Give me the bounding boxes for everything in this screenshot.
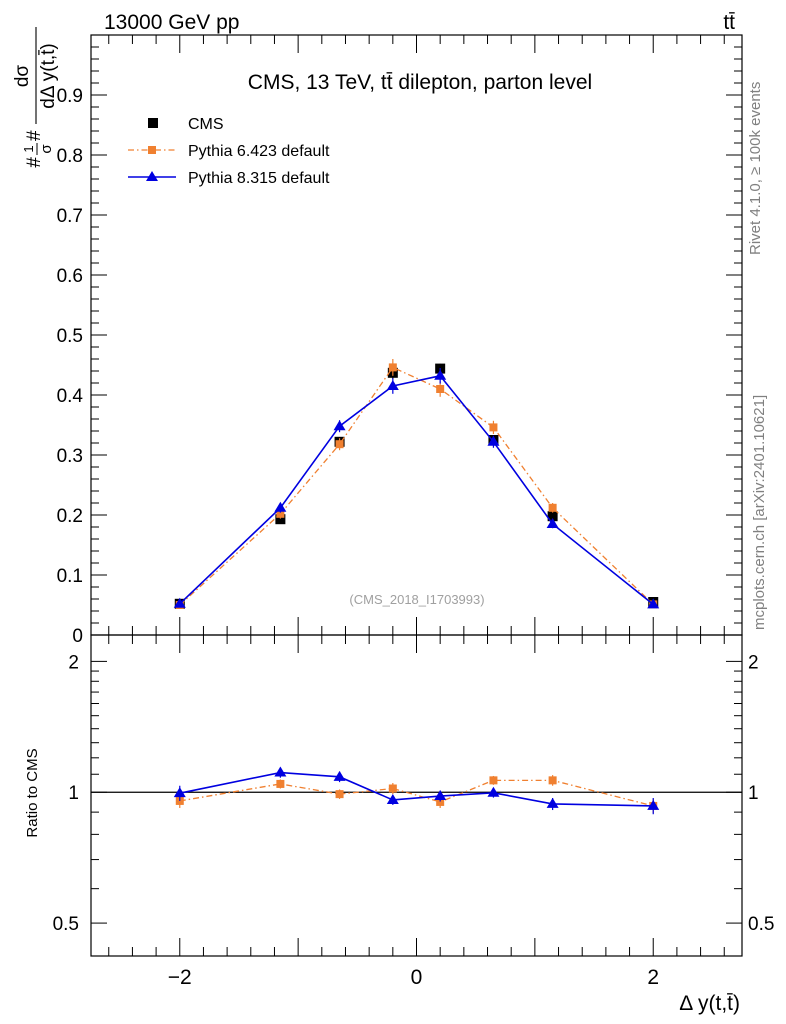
legend-cms-marker <box>148 118 158 128</box>
ratio-y-axis-label: Ratio to CMS <box>24 748 41 837</box>
chart-title: CMS, 13 TeV, tt̄ dilepton, parton level <box>248 71 592 94</box>
rivet-version-label: Rivet 4.1.0, ≥ 100k events <box>747 82 764 255</box>
x-tick-label: −2 <box>168 966 192 989</box>
main-pythia6-line <box>179 366 654 606</box>
ratio-pythia6-point <box>276 779 285 788</box>
legend-pythia6-label: Pythia 6.423 default <box>188 143 330 160</box>
x-axis-label: Δ y(t,t̄) <box>679 992 740 1015</box>
main-pythia8-point <box>434 369 447 380</box>
ratio-pythia8-line <box>179 771 654 807</box>
main-y-tick-label: 0.6 <box>57 266 83 287</box>
legend-cms-label: CMS <box>188 116 224 133</box>
main-pythia8-point <box>173 597 186 608</box>
ratio-pythia8-point <box>386 793 399 804</box>
ratio-data-series <box>173 766 660 815</box>
x-tick-label: 2 <box>647 966 659 989</box>
main-y-tick-label: 0.2 <box>57 506 83 527</box>
main-pythia6-point <box>436 385 445 393</box>
main-y-tick-label: 0 <box>72 626 83 647</box>
ratio-pythia6-point <box>436 797 445 806</box>
ratio-pythia8-point <box>487 786 500 797</box>
main-y-tick-label: 0.4 <box>57 386 84 407</box>
header-process-label: tt̄ <box>723 11 735 34</box>
ratio-pythia6-point <box>489 776 498 785</box>
legend-pythia8-marker <box>146 171 158 181</box>
legend: CMS Pythia 6.423 default Pythia 8.315 de… <box>128 116 330 187</box>
mcplots-label: mcplots.cern.ch [arXiv:2401.10621] <box>751 395 768 630</box>
ratio-pythia6-line <box>179 779 654 807</box>
y-label-den: σ <box>38 144 55 154</box>
ratio-pythia8-point <box>274 766 287 777</box>
ratio-y-tick-label: 0.5 <box>53 914 79 935</box>
ratio-pythia6-point <box>335 790 344 799</box>
y-label-frac-num: dσ <box>12 65 33 88</box>
main-y-axis-label: # 1 σ # dσ dΔ y(t,t̄) <box>12 27 59 168</box>
main-pythia6-point <box>276 509 285 518</box>
main-pythia6-point <box>335 440 344 449</box>
main-pythia8-point <box>647 598 660 609</box>
ratio-pythia8-point <box>173 787 186 798</box>
legend-pythia6-marker <box>148 146 156 154</box>
legend-pythia8-label: Pythia 8.315 default <box>188 170 330 187</box>
main-pythia8-point <box>487 435 500 446</box>
ratio-y-tick-label: 2 <box>68 652 79 673</box>
ratio-y-tick-label: 1 <box>68 783 79 804</box>
x-tick-label: 0 <box>411 966 423 989</box>
main-pythia8-point <box>546 518 559 528</box>
main-pythia6-point <box>489 423 498 432</box>
ratio-y-tick-label-right: 0.5 <box>748 914 774 935</box>
ratio-y-tick-label-right: 1 <box>748 783 759 804</box>
ratio-axis-ticks: 0.5 0.5 1 1 2 2 <box>53 652 775 935</box>
main-cms-point <box>275 514 286 525</box>
main-pythia8-point <box>386 380 399 390</box>
analysis-watermark: (CMS_2018_I1703993) <box>349 592 484 607</box>
ratio-pythia6-point <box>388 784 397 793</box>
ratio-pythia8-point <box>333 770 346 781</box>
main-pythia8-line <box>179 374 654 606</box>
ratio-pythia6-point <box>548 776 557 785</box>
ratio-pythia8-point <box>647 799 660 810</box>
main-pythia8-point <box>274 501 287 512</box>
main-y-tick-label: 0.1 <box>57 566 83 587</box>
y-label-prefix: # <box>24 157 45 168</box>
main-axis-ticks: 0 0.1 0.2 0.3 0.4 0.5 0.6 0.7 0.8 0.9 −2 0 2 <box>57 35 742 989</box>
main-pythia8-point <box>333 420 346 431</box>
main-pythia6-point <box>388 363 397 372</box>
main-y-tick-label: 0.9 <box>57 86 83 107</box>
main-pythia6-point <box>548 503 557 512</box>
main-y-tick-label: 0.5 <box>57 326 83 347</box>
y-label-num: 1 <box>21 145 36 152</box>
main-y-tick-label: 0.3 <box>57 446 83 467</box>
main-y-tick-label: 0.8 <box>57 146 83 167</box>
ratio-pythia8-point <box>546 797 559 808</box>
ratio-y-tick-label-right: 2 <box>748 652 759 673</box>
ratio-pythia8-point <box>434 790 447 801</box>
y-label-frac-den: dΔ y(t,t̄) <box>38 43 59 108</box>
main-cms-point <box>547 511 558 522</box>
ratio-panel-frame <box>90 634 743 957</box>
y-label-mid: # <box>24 130 45 141</box>
main-data-series <box>173 359 660 609</box>
header-energy-label: 13000 GeV pp <box>104 11 239 34</box>
main-y-tick-label: 0.7 <box>57 206 83 227</box>
